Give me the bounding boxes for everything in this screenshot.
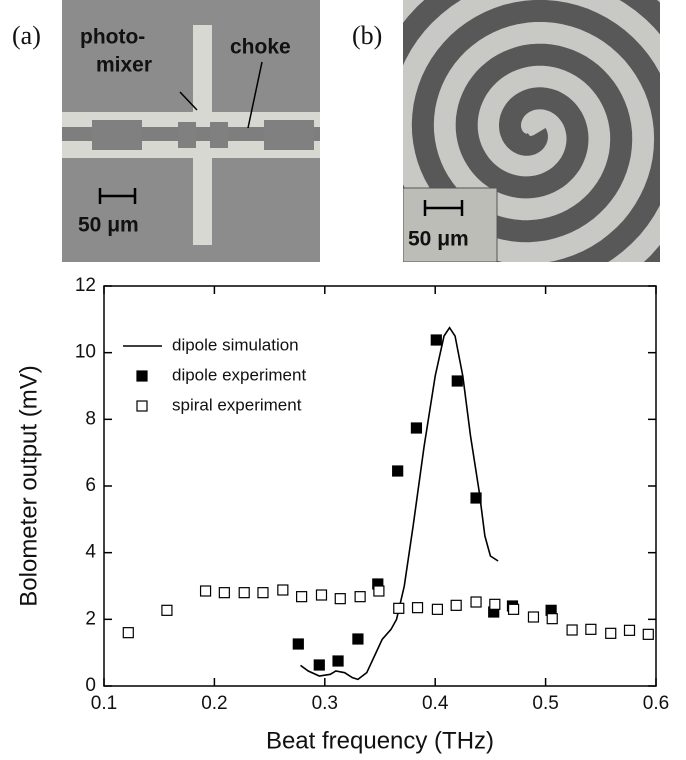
line <box>300 326 499 681</box>
annotation: choke <box>230 36 291 59</box>
x-tick-label: 0.6 <box>643 693 669 714</box>
y-axis-title: Bolometer output (mV) <box>15 365 42 606</box>
marker <box>430 334 442 346</box>
marker <box>334 593 346 605</box>
micrograph-a <box>62 0 320 262</box>
x-axis-title: Beat frequency (THz) <box>266 727 494 754</box>
marker <box>332 655 344 667</box>
annotation: photo- <box>80 26 145 49</box>
marker <box>315 589 328 601</box>
marker <box>352 633 364 645</box>
marker <box>431 603 444 615</box>
marker <box>296 591 308 603</box>
y-tick-label: 2 <box>85 608 96 629</box>
marker <box>470 492 482 504</box>
marker <box>238 587 250 599</box>
scale-label: 50 μm <box>78 214 139 237</box>
legend-swatch <box>136 400 148 412</box>
marker <box>566 624 578 636</box>
marker <box>373 585 385 597</box>
marker <box>277 584 289 596</box>
micrograph-b <box>403 0 660 262</box>
x-tick-label: 0.2 <box>201 693 227 714</box>
marker <box>451 375 463 387</box>
x-tick-label: 0.4 <box>422 693 449 714</box>
y-tick-label: 8 <box>85 408 96 429</box>
marker <box>605 627 617 639</box>
marker <box>507 603 520 615</box>
marker <box>393 602 405 614</box>
legend-label: dipole experiment <box>172 365 306 384</box>
marker <box>623 624 636 636</box>
x-tick-label: 0.1 <box>91 693 117 714</box>
y-tick-label: 10 <box>75 342 96 363</box>
marker <box>470 596 482 608</box>
marker <box>527 611 540 623</box>
panel-label: (b) <box>352 21 382 50</box>
scale-label: 50 μm <box>408 228 469 251</box>
y-tick-label: 12 <box>75 275 96 296</box>
y-tick-label: 0 <box>85 675 96 696</box>
y-tick-label: 4 <box>85 542 96 563</box>
y-tick-label: 6 <box>85 475 96 496</box>
legend-label: dipole simulation <box>172 335 299 354</box>
legend-label: spiral experiment <box>172 395 302 414</box>
annotation: mixer <box>96 54 152 77</box>
marker <box>354 591 366 603</box>
x-tick-label: 0.5 <box>532 693 558 714</box>
marker <box>313 659 325 671</box>
marker <box>292 638 304 650</box>
marker <box>392 465 404 477</box>
marker <box>411 602 424 614</box>
marker <box>642 628 654 640</box>
marker <box>199 585 212 597</box>
marker <box>218 587 230 599</box>
marker <box>410 422 423 434</box>
marker <box>161 604 173 616</box>
marker <box>122 627 134 639</box>
marker <box>585 623 597 635</box>
x-tick-label: 0.3 <box>312 693 338 714</box>
marker <box>257 587 269 599</box>
marker <box>450 599 462 611</box>
marker <box>489 598 501 610</box>
marker <box>546 613 558 625</box>
legend-swatch <box>136 370 148 382</box>
panel-label: (a) <box>12 21 41 50</box>
